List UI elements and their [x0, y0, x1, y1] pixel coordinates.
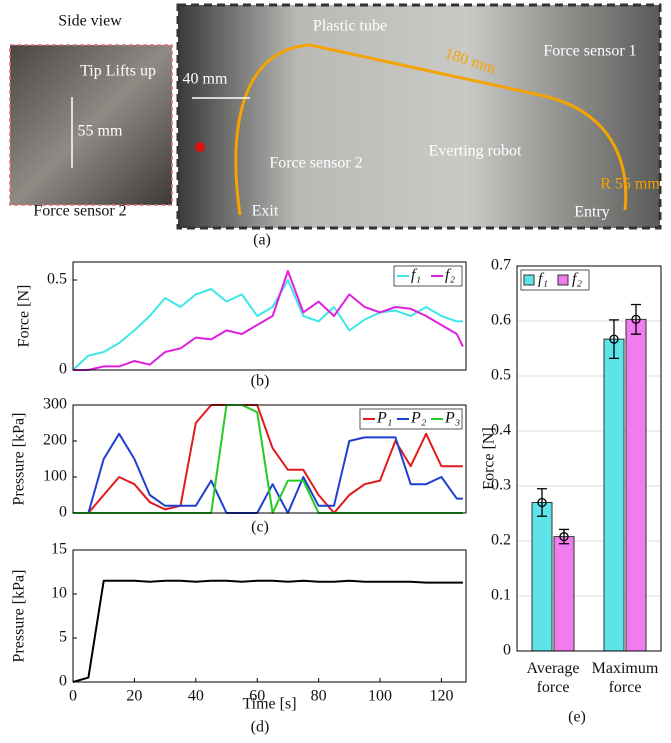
y-tick-label: 0.5: [47, 271, 67, 288]
x-axis-label: Time [s]: [242, 696, 296, 713]
panel-label: (e): [568, 709, 586, 726]
x-tick-label: 20: [126, 688, 142, 705]
legend-swatch: [524, 275, 534, 285]
y-tick-label: 200: [43, 432, 67, 449]
panel-label: (a): [253, 232, 271, 249]
x-tick-label: 40: [188, 688, 204, 705]
legend-label: f₁: [538, 271, 548, 288]
annotation: Everting robot: [429, 143, 522, 160]
y-tick-label: 0.7: [491, 257, 511, 274]
annotation: 40 mm: [183, 71, 228, 88]
y-tick-label: 0.5: [491, 367, 511, 384]
annotation: Tip Lifts up: [80, 63, 156, 80]
panel-label: (b): [251, 373, 270, 390]
figure: Side view Tip Lifts up 55 mm Force senso…: [0, 0, 671, 743]
x-tick-label: 100: [368, 688, 392, 705]
y-tick-label: 15: [51, 541, 67, 558]
legend-label: f₂: [572, 271, 582, 288]
y-tick-label: 0.2: [491, 532, 511, 549]
annotation: Plastic tube: [313, 18, 387, 35]
y-tick-label: 0: [59, 504, 67, 521]
annotation: Force sensor 2: [33, 203, 126, 220]
bar: [604, 339, 624, 651]
legend-swatch: [558, 275, 568, 285]
y-tick-label: 10: [51, 585, 67, 602]
y-tick-label: 100: [43, 468, 67, 485]
bar: [532, 503, 552, 652]
x-tick-label: 80: [311, 688, 327, 705]
data-line: [73, 581, 463, 682]
x-tick-label: 120: [429, 688, 453, 705]
bar: [626, 319, 646, 651]
y-tick-label: 0.6: [491, 312, 511, 329]
y-axis-label: Force [N]: [481, 427, 498, 490]
y-axis-label: Force [N]: [16, 285, 33, 348]
bar: [554, 537, 574, 651]
panel-label: (d): [251, 719, 270, 736]
data-line: [73, 434, 463, 513]
marker: [195, 142, 205, 152]
y-tick-label: 0.1: [491, 587, 511, 604]
side-title: Side view: [58, 13, 122, 30]
legend-label: P₁: [376, 410, 392, 427]
legend-label: P₂: [410, 410, 427, 427]
axes-frame: [73, 550, 466, 682]
y-tick-label: 300: [43, 396, 67, 413]
annotation: Force sensor 2: [269, 155, 362, 172]
legend-label: f₂: [445, 267, 455, 284]
legend-label: P₃: [444, 410, 460, 427]
annotation: Entry: [574, 204, 610, 221]
annotation: R 55 mm: [600, 176, 660, 193]
annotation: Force sensor 1: [543, 43, 636, 60]
y-axis-label: Pressure [kPa]: [11, 570, 28, 663]
annotation: Exit: [252, 203, 279, 220]
y-tick-label: 0: [59, 361, 67, 378]
y-tick-label: 0: [59, 673, 67, 690]
y-tick-label: 5: [59, 629, 67, 646]
y-tick-label: 0: [503, 642, 511, 659]
y-axis-label: Pressure [kPa]: [11, 413, 28, 506]
x-tick-label: Average force: [515, 659, 591, 697]
figure-canvas: Side view Tip Lifts up 55 mm Force senso…: [0, 0, 671, 743]
x-tick-label: 0: [69, 688, 77, 705]
x-tick-label: Maximum force: [587, 659, 663, 697]
data-line: [73, 280, 463, 370]
annotation: 55 mm: [78, 123, 123, 140]
panel-label: (c): [251, 519, 269, 536]
legend-label: f₁: [411, 267, 421, 284]
